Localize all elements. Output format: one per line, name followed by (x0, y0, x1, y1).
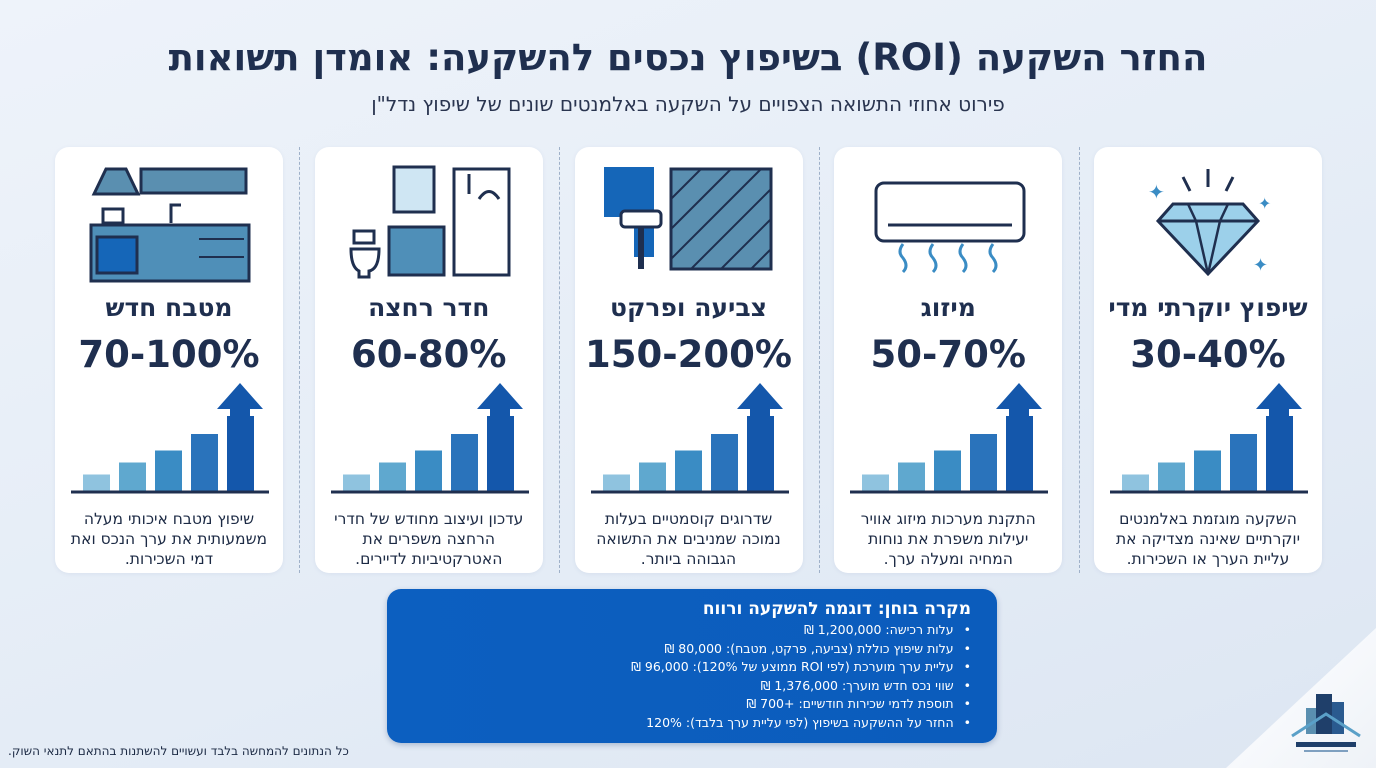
growth-bar (934, 450, 962, 491)
roi-cards: ✦ ✦ ✦ שיפוץ יוקרתי מדי 30-40% השקעה מוגזמת… (55, 147, 1322, 573)
growth-bar (1230, 434, 1257, 491)
roi-value: 50-70% (870, 333, 1026, 376)
growth-bar (414, 450, 442, 491)
case-study-item: עליית ערך מוערכת (לפי ROI ממוצע של 120%)… (407, 658, 971, 677)
growth-bar (602, 474, 630, 491)
case-study-item: עלות רכישה: 1,200,000 ₪ (407, 621, 971, 640)
card-title: שיפוץ יוקרתי מדי (1108, 293, 1308, 322)
divider (819, 147, 820, 573)
case-study-item: שווי נכס חדש מוערך: 1,376,000 ₪ (407, 677, 971, 696)
growth-arrow (1256, 383, 1302, 491)
company-logo (1291, 694, 1361, 752)
svg-text:✦: ✦ (1258, 194, 1271, 213)
card-description: שיפוץ מטבח איכותי מעלה משמעותית את ערך ה… (70, 510, 268, 568)
divider (559, 147, 560, 573)
case-study-item: עלות שיפוץ כוללת (צביעה, פרקט, מטבח): 80… (407, 640, 971, 659)
air-conditioner-icon (874, 181, 1026, 274)
growth-bar (83, 474, 110, 491)
roi-value: 150-200% (585, 333, 792, 376)
card-kitchen: מטבח חדש 70-100% שיפוץ מטבח איכותי מעלה … (55, 147, 283, 573)
card-description: התקנת מערכות מיזוג אוויר יעילות משפרת את… (860, 510, 1036, 568)
svg-text:✦: ✦ (1253, 255, 1268, 276)
diamond-icon: ✦ ✦ ✦ (1148, 169, 1271, 277)
growth-bar (710, 434, 738, 491)
roi-value: 30-40% (1130, 333, 1286, 376)
case-study-box: מקרה בוחן: דוגמה להשקעה ורווח עלות רכישה… (387, 589, 997, 743)
page-title: החזר השקעה (ROI) בשיפוץ נכסים להשקעה: או… (168, 36, 1208, 79)
case-study-list: עלות רכישה: 1,200,000 ₪ עלות שיפוץ כוללת… (407, 621, 971, 732)
growth-chart (330, 383, 529, 494)
growth-bar (970, 434, 998, 491)
growth-chart (590, 383, 789, 494)
bathroom-icon (349, 165, 511, 279)
growth-arrow (996, 383, 1043, 491)
card-title: חדר רחצה (368, 293, 490, 322)
card-paint-parquet: צביעה ופרקט 150-200% שדרוגים קוסמטיים בע… (574, 147, 803, 573)
paint-parquet-icon (603, 167, 772, 271)
growth-bar (119, 462, 146, 491)
growth-bar (1158, 462, 1185, 491)
roi-value: 60-80% (351, 333, 507, 376)
growth-bar (638, 462, 666, 491)
growth-bar (674, 450, 702, 491)
case-study-item: החזר על ההשקעה בשיפוץ (לפי עליית ערך בלב… (407, 714, 971, 733)
growth-chart (71, 383, 269, 494)
kitchen-icon (89, 167, 251, 283)
card-description: עדכון ועיצוב מחודש של חדרי הרחצה משפרים … (334, 510, 524, 568)
growth-bar (1122, 474, 1149, 491)
card-luxury: ✦ ✦ ✦ שיפוץ יוקרתי מדי 30-40% השקעה מוגזמת… (1094, 147, 1322, 573)
divider (299, 147, 300, 573)
growth-chart (850, 383, 1049, 494)
divider (1079, 147, 1080, 573)
svg-text:✦: ✦ (1148, 180, 1165, 204)
growth-bar (898, 462, 926, 491)
growth-arrow (217, 383, 263, 491)
card-description: שדרוגים קוסמטיים בעלות נמוכה שמניבים את … (596, 510, 781, 568)
growth-arrow (736, 383, 783, 491)
page-subtitle: פירוט אחוזי התשואה הצפויים על השקעה באלמ… (371, 92, 1005, 116)
footnote: כל הנתונים להמחשה בלבד ועשויים להשתנות ב… (8, 744, 349, 758)
growth-bar (378, 462, 406, 491)
growth-bar (155, 450, 182, 491)
growth-bar (862, 474, 890, 491)
card-ac: מיזוג 50-70% התקנת מערכות מיזוג אוויר יע… (834, 147, 1063, 573)
growth-bar (450, 434, 478, 491)
growth-chart (1110, 383, 1308, 494)
growth-bar (342, 474, 370, 491)
case-study-item: תוספת לדמי שכירות חודשיים: +700 ₪ (407, 695, 971, 714)
growth-bar (191, 434, 218, 491)
growth-bar (1194, 450, 1221, 491)
card-title: מיזוג (920, 293, 976, 322)
card-title: צביעה ופרקט (610, 293, 767, 322)
case-study-title: מקרה בוחן: דוגמה להשקעה ורווח (702, 599, 971, 619)
growth-arrow (476, 383, 523, 491)
roi-value: 70-100% (78, 333, 260, 376)
card-description: השקעה מוגזמת באלמנטים יוקרתיים שאינה מצד… (1115, 510, 1301, 568)
card-bathroom: חדר רחצה 60-80% עדכון ועיצוב מחודש של חד… (314, 147, 543, 573)
card-title: מטבח חדש (105, 293, 233, 322)
